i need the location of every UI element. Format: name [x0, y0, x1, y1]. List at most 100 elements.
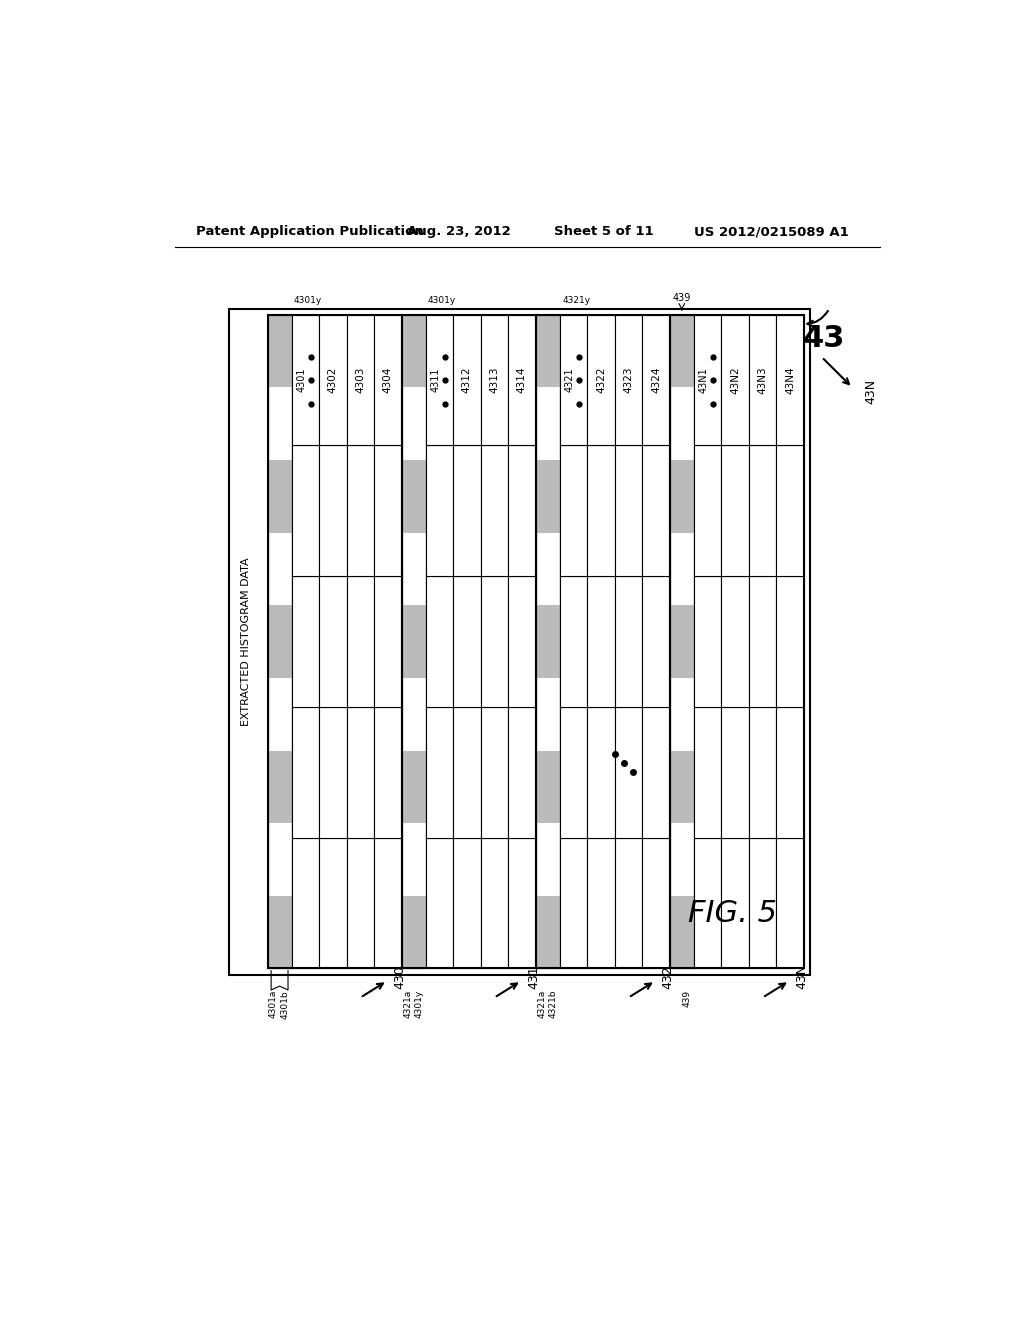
Bar: [560, 708, 588, 838]
Text: EXTRACTED HISTOGRAM DATA: EXTRACTED HISTOGRAM DATA: [241, 557, 251, 726]
Bar: [670, 314, 694, 969]
Bar: [536, 459, 560, 533]
Bar: [588, 838, 614, 969]
Text: Sheet 5 of 11: Sheet 5 of 11: [554, 224, 654, 238]
Bar: [560, 577, 588, 708]
Text: 4301b: 4301b: [281, 990, 290, 1019]
Bar: [374, 445, 401, 577]
Bar: [670, 606, 694, 678]
Bar: [454, 445, 480, 577]
Bar: [536, 314, 560, 387]
Bar: [508, 838, 536, 969]
Bar: [588, 314, 614, 445]
Bar: [426, 708, 454, 838]
Text: 439: 439: [683, 990, 691, 1007]
Bar: [749, 445, 776, 577]
Bar: [776, 314, 804, 445]
Bar: [642, 838, 670, 969]
Text: Patent Application Publication: Patent Application Publication: [197, 224, 424, 238]
Bar: [292, 708, 319, 838]
Bar: [694, 314, 721, 445]
Bar: [319, 445, 346, 577]
Text: 43N: 43N: [796, 965, 809, 990]
Bar: [454, 314, 480, 445]
Bar: [536, 751, 560, 824]
Bar: [426, 314, 454, 445]
Bar: [670, 314, 694, 387]
Bar: [670, 314, 804, 969]
Bar: [670, 751, 694, 824]
Bar: [536, 314, 670, 969]
Bar: [536, 606, 560, 678]
Bar: [749, 708, 776, 838]
Bar: [508, 577, 536, 708]
Text: 4301y: 4301y: [428, 297, 457, 305]
Bar: [694, 577, 721, 708]
Bar: [560, 314, 588, 445]
Text: 43: 43: [802, 323, 845, 352]
Bar: [642, 445, 670, 577]
Text: 4304: 4304: [383, 367, 393, 393]
Bar: [292, 445, 319, 577]
Bar: [749, 577, 776, 708]
Bar: [401, 606, 426, 678]
Bar: [228, 309, 810, 974]
Bar: [508, 445, 536, 577]
Bar: [267, 896, 292, 969]
Text: 430: 430: [393, 965, 407, 989]
Bar: [721, 314, 749, 445]
Bar: [694, 708, 721, 838]
Text: 4301a: 4301a: [269, 990, 279, 1018]
Bar: [642, 577, 670, 708]
Bar: [670, 314, 694, 969]
Bar: [426, 838, 454, 969]
Text: 4301y: 4301y: [294, 297, 323, 305]
Bar: [588, 708, 614, 838]
Bar: [642, 314, 670, 445]
Text: 4323: 4323: [624, 367, 634, 393]
Text: 4301: 4301: [296, 368, 306, 392]
Bar: [374, 838, 401, 969]
Bar: [292, 577, 319, 708]
Bar: [267, 751, 292, 824]
Bar: [694, 445, 721, 577]
Bar: [642, 708, 670, 838]
Bar: [480, 708, 508, 838]
Bar: [721, 838, 749, 969]
Bar: [588, 445, 614, 577]
Bar: [536, 314, 560, 969]
Bar: [721, 445, 749, 577]
Bar: [776, 838, 804, 969]
Bar: [319, 708, 346, 838]
Bar: [694, 838, 721, 969]
Text: 43N4: 43N4: [785, 366, 795, 393]
Bar: [614, 314, 642, 445]
Bar: [721, 708, 749, 838]
Text: 4313: 4313: [489, 367, 500, 393]
Text: 432: 432: [662, 965, 675, 989]
Bar: [614, 577, 642, 708]
Bar: [267, 314, 292, 969]
Text: 4324: 4324: [651, 367, 660, 393]
Bar: [267, 459, 292, 533]
Bar: [508, 314, 536, 445]
Bar: [480, 314, 508, 445]
Bar: [292, 314, 319, 445]
Bar: [346, 708, 374, 838]
Text: 4311: 4311: [430, 368, 440, 392]
Bar: [319, 314, 346, 445]
Text: 4312: 4312: [462, 367, 472, 393]
Bar: [721, 577, 749, 708]
Bar: [401, 751, 426, 824]
Bar: [508, 708, 536, 838]
Bar: [614, 838, 642, 969]
Bar: [480, 577, 508, 708]
Bar: [374, 314, 401, 445]
Bar: [346, 445, 374, 577]
Bar: [401, 314, 536, 969]
Text: FIG. 5: FIG. 5: [688, 899, 777, 928]
Bar: [319, 577, 346, 708]
Text: 4321a: 4321a: [538, 990, 546, 1018]
Text: 43N1: 43N1: [698, 367, 709, 393]
Bar: [749, 838, 776, 969]
